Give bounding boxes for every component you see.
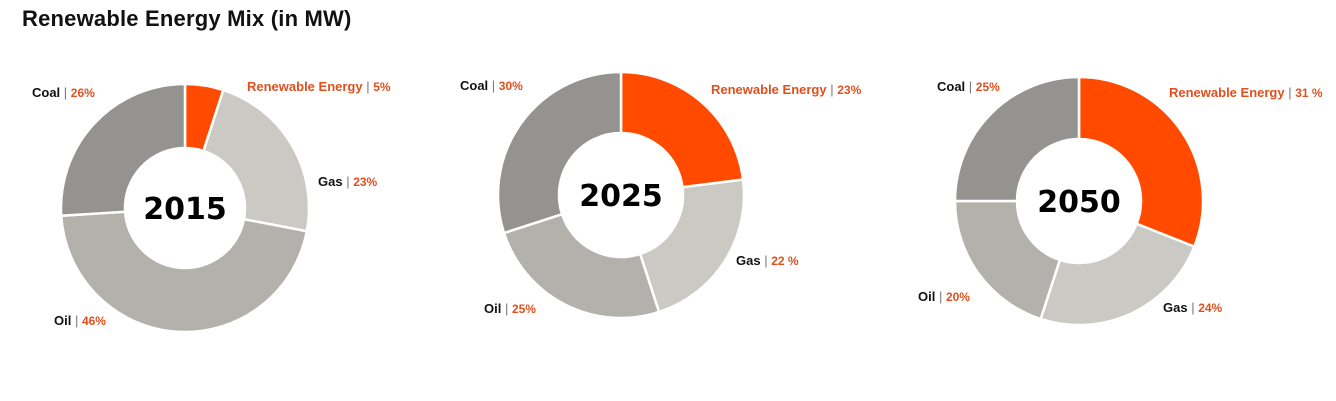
slice-label-oil-2025: Oil | 25% xyxy=(484,301,536,316)
center-year-label: 2050 xyxy=(1037,185,1121,220)
donut-chart-2050: 2050 Renewable Energy | 31 % Gas | 24% Oil … xyxy=(918,75,1323,327)
chart-title: Renewable Energy Mix (in MW) xyxy=(22,6,352,31)
donut-chart-2025: 2025 Renewable Energy | 23% Gas | 22 % Oil … xyxy=(460,70,862,320)
slice-label-coal-2015: Coal | 26% xyxy=(32,85,95,100)
slice-gas-2025 xyxy=(638,178,746,314)
slice-label-oil-2050: Oil | 20% xyxy=(918,289,970,304)
slice-label-gas-2015: Gas | 23% xyxy=(318,174,378,189)
slice-oil-2050 xyxy=(953,199,1062,321)
center-year-label: 2015 xyxy=(143,192,227,227)
slice-label-gas-2025: Gas | 22 % xyxy=(736,253,799,268)
slice-label-renewable-energy-2050: Renewable Energy | 31 % xyxy=(1169,85,1323,100)
slice-label-coal-2025: Coal | 30% xyxy=(460,78,523,93)
slice-coal-2015 xyxy=(59,82,187,218)
slice-label-gas-2050: Gas | 24% xyxy=(1163,300,1223,315)
slice-renewable-energy-2025 xyxy=(619,70,745,189)
slice-label-coal-2050: Coal | 25% xyxy=(937,79,1000,94)
donut-chart-2015: 2015 Renewable Energy | 5% Gas | 23% Oil | … xyxy=(32,79,391,334)
slice-coal-2025 xyxy=(496,70,623,235)
slice-label-oil-2015: Oil | 46% xyxy=(54,313,106,328)
slice-gas-2050 xyxy=(1039,222,1196,327)
slice-label-renewable-energy-2015: Renewable Energy | 5% xyxy=(247,79,391,94)
center-year-label: 2025 xyxy=(579,179,663,214)
slice-gas-2015 xyxy=(201,88,311,233)
slice-oil-2015 xyxy=(59,210,309,334)
slice-coal-2050 xyxy=(953,75,1081,203)
slice-renewable-energy-2050 xyxy=(1077,75,1205,249)
slice-label-renewable-energy-2025: Renewable Energy | 23% xyxy=(711,82,862,97)
slice-oil-2025 xyxy=(502,212,661,320)
